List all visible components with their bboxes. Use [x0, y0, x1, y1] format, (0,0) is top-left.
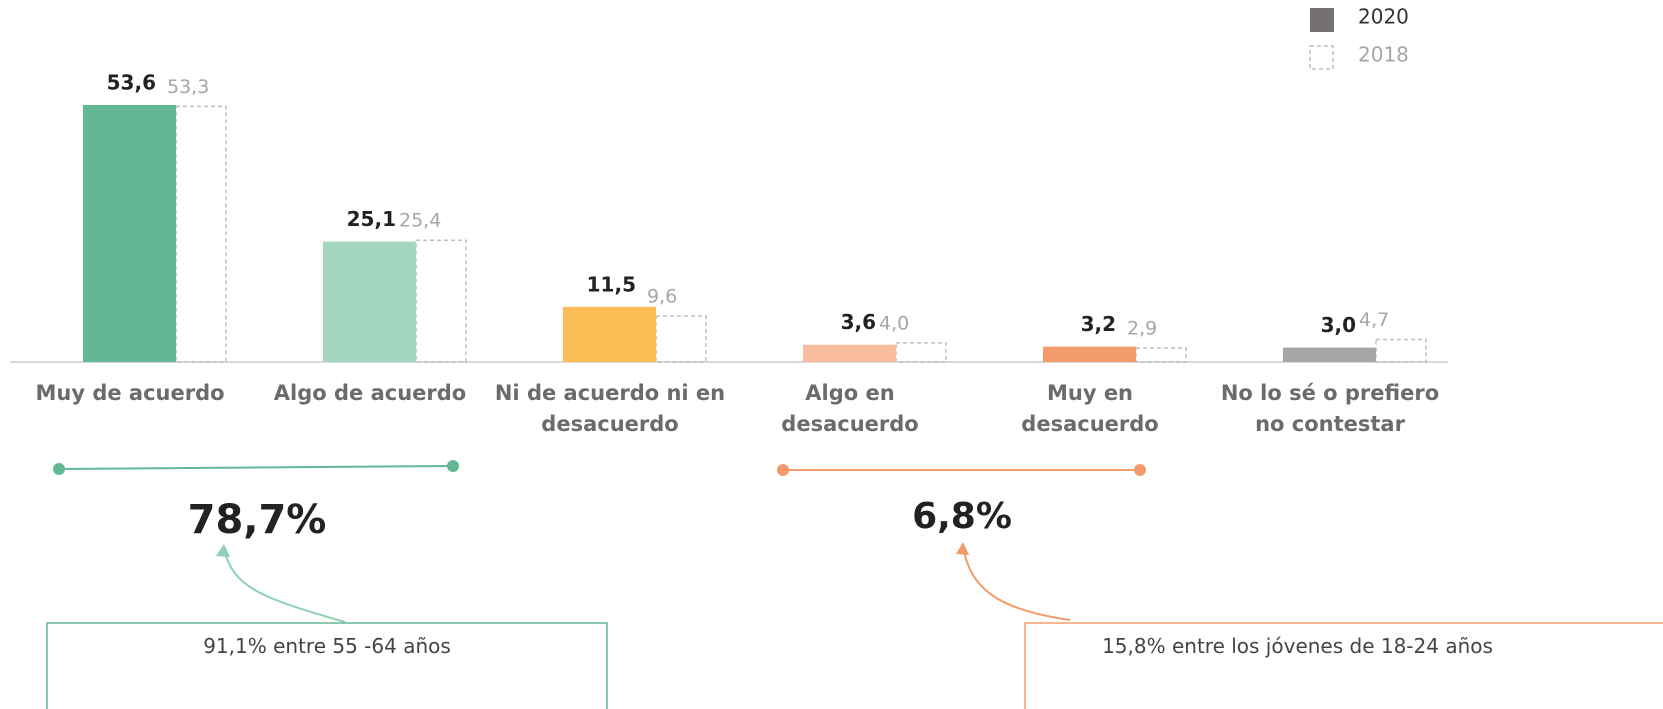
bar-2018	[1375, 338, 1427, 363]
value-label: 3,0	[1321, 313, 1356, 337]
value-label: 11,5	[587, 272, 636, 296]
x-tick-label: Muy en desacuerdo	[1021, 381, 1159, 436]
legend-label: 2018	[1358, 43, 1409, 67]
legend-swatch	[1310, 8, 1334, 32]
annotation: 6,8%	[912, 496, 1012, 537]
bar-2020	[323, 241, 416, 362]
value-label: 2,9	[1127, 318, 1157, 340]
x-tick-label: Ni de acuerdo ni en desacuerdo	[494, 381, 726, 436]
arrow	[962, 545, 1071, 621]
bracket-dot	[447, 460, 459, 472]
note-box	[1024, 622, 1663, 709]
bracket	[58, 465, 454, 470]
x-tick-label: Algo de acuerdo	[273, 381, 467, 405]
annotation-note: 15,8% entre los jóvenes de 18-24 años	[1102, 634, 1493, 658]
value-label: 25,1	[347, 207, 396, 231]
bar-2018	[1135, 347, 1187, 363]
bar-2018	[175, 105, 227, 363]
x-tick-label: No lo sé o prefiero no contestar	[1220, 381, 1440, 436]
bracket-dot	[53, 463, 65, 475]
bar-2018	[895, 342, 947, 363]
legend-label: 2020	[1358, 5, 1409, 29]
arrow-head	[956, 542, 969, 555]
bar-2018	[655, 315, 707, 363]
bar-2020	[803, 344, 896, 362]
annotation-note: 91,1% entre 55 -64 años	[203, 634, 451, 658]
bar-2020	[563, 306, 656, 362]
value-label: 4,7	[1359, 309, 1389, 331]
bar-2020	[83, 104, 176, 362]
value-label: 53,6	[107, 70, 156, 94]
value-label: 53,3	[167, 76, 209, 98]
x-tick-label: Algo en desacuerdo	[781, 381, 919, 436]
x-tick-label: Muy de acuerdo	[35, 381, 225, 405]
arrow	[223, 547, 346, 623]
value-label: 4,0	[879, 312, 909, 334]
arrow-head	[216, 544, 230, 557]
annotation: 78,7%	[188, 497, 327, 543]
bracket-dot	[1134, 464, 1146, 476]
bracket-dot	[777, 464, 789, 476]
note-box	[46, 622, 608, 709]
value-label: 25,4	[399, 210, 441, 232]
value-label: 3,6	[841, 310, 876, 334]
bar-2020	[1043, 346, 1136, 362]
legend-swatch	[1309, 45, 1334, 70]
bar-2020	[1283, 347, 1376, 362]
bar-2018	[415, 239, 467, 363]
value-label: 9,6	[647, 285, 677, 307]
value-label: 3,2	[1081, 312, 1116, 336]
